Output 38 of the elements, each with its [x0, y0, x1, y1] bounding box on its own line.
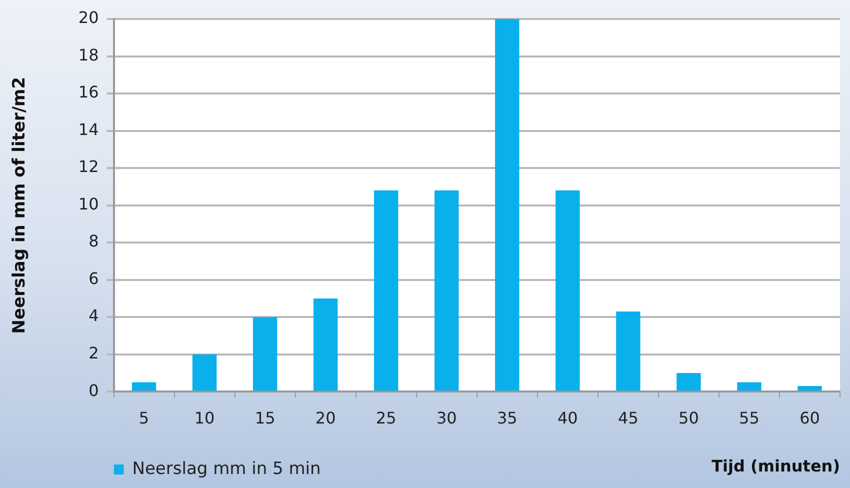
y-tick-label: 14	[78, 120, 99, 139]
bar	[676, 372, 701, 391]
y-tick-label: 4	[88, 306, 99, 326]
x-tick-label: 55	[739, 408, 760, 428]
y-tick-label: 0	[88, 380, 99, 400]
x-tick-label: 40	[557, 408, 578, 428]
x-tick-label: 30	[436, 408, 457, 428]
bar	[495, 19, 520, 391]
bar	[556, 190, 580, 391]
y-axis-title: Neerslag in mm of liter/m2	[10, 76, 30, 334]
x-tick-label: 60	[800, 408, 820, 428]
bar	[252, 317, 278, 391]
x-tick-label: 35	[496, 408, 518, 428]
x-tick-label: 20	[315, 408, 336, 428]
x-tick-label: 45	[618, 408, 638, 428]
y-tick-label: 2	[88, 343, 99, 362]
bar	[434, 190, 459, 391]
y-tick-label: 10	[78, 194, 99, 214]
bar	[374, 190, 398, 391]
y-tick-label: 16	[78, 82, 99, 102]
bar	[798, 386, 822, 391]
x-tick-label: 15	[254, 408, 276, 428]
y-tick-label: 8	[88, 232, 99, 251]
x-tick-label: 50	[678, 408, 699, 428]
y-tick-label: 18	[78, 45, 99, 64]
y-tick-label: 12	[78, 157, 99, 176]
y-tick-label: 20	[78, 8, 99, 28]
bar	[192, 354, 217, 391]
x-tick-label: 10	[194, 408, 215, 428]
x-axis-title: Tijd (minuten)	[712, 456, 840, 476]
x-tick-label: 25	[376, 408, 396, 428]
bar	[132, 382, 156, 391]
bar	[313, 298, 338, 391]
y-tick-label: 6	[88, 268, 99, 288]
legend-label: Neerslag mm in 5 min	[132, 458, 321, 479]
bar	[737, 382, 762, 391]
bar	[616, 311, 640, 391]
x-tick-label: 5	[138, 408, 150, 428]
